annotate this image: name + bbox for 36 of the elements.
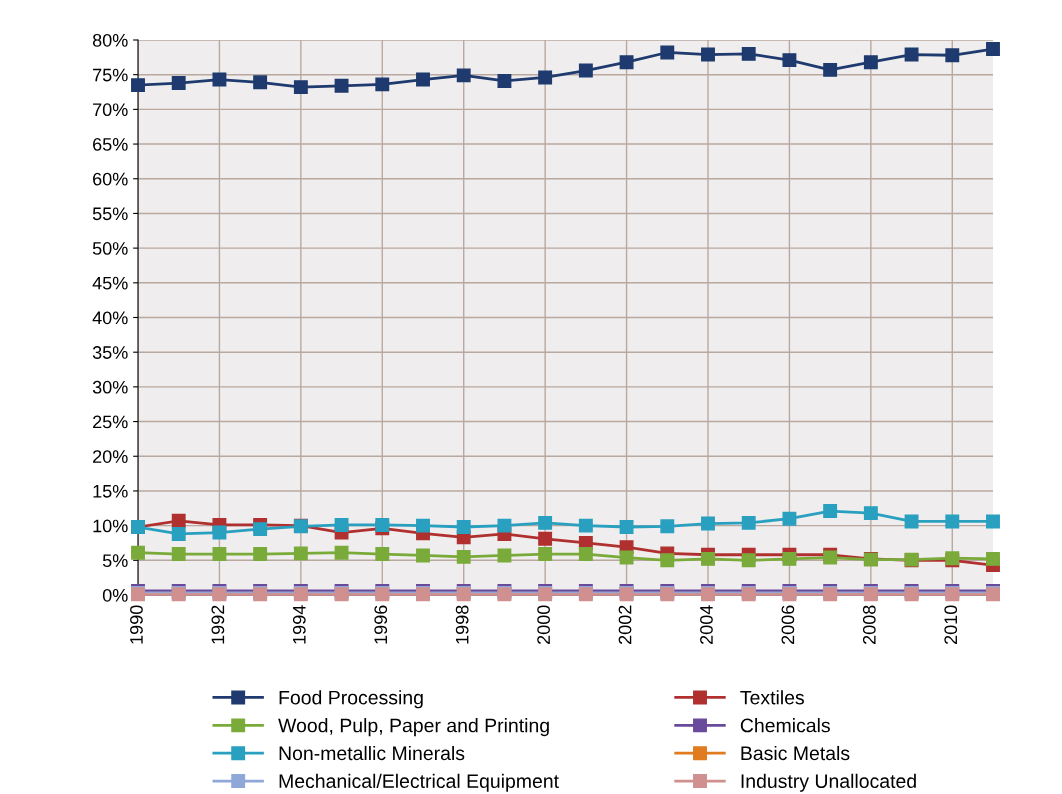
y-tick-label: 70%	[93, 103, 128, 117]
x-tick-label: 2010	[944, 605, 958, 644]
y-tick-label: 25%	[93, 415, 128, 429]
x-tick-label: 2000	[537, 605, 550, 644]
y-tick-label: 65%	[93, 138, 128, 151]
x-tick-label: 1990	[130, 605, 143, 644]
legend-label: Textiles	[740, 690, 804, 705]
y-tick-label: 10%	[93, 519, 128, 533]
y-tick-label: 40%	[92, 311, 128, 325]
y-tick-label: 55%	[92, 207, 128, 221]
y-tick-label: 80%	[92, 33, 128, 47]
y-tick-label: 5%	[102, 554, 128, 568]
x-tick-label: 1992	[211, 605, 225, 644]
legend-label: Basic Metals	[741, 745, 850, 761]
y-tick-label: 60%	[93, 172, 128, 186]
y-tick-label: 50%	[92, 242, 128, 255]
legend-label: Food Processing	[279, 690, 423, 709]
x-tick-label: 2008	[862, 605, 876, 644]
y-tick-label: 20%	[93, 450, 128, 463]
y-tick-label: 15%	[93, 484, 128, 498]
legend-label: Chemicals	[740, 718, 830, 733]
x-tick-label: 2006	[781, 605, 795, 644]
y-tick-label: 75%	[93, 68, 128, 82]
x-tick-label: 1996	[374, 605, 388, 644]
y-tick-label: 30%	[92, 380, 128, 394]
x-tick-label: 1994	[292, 605, 306, 644]
legend-label: Industry Unallocated	[741, 773, 916, 792]
y-tick-label: 45%	[92, 276, 128, 290]
legend-label: Mechanical/Electrical Equipment	[279, 773, 559, 792]
legend-label: Wood, Pulp, Paper and Printing	[278, 718, 549, 737]
x-tick-label: 1998	[455, 605, 469, 644]
y-tick-label: 0%	[102, 588, 128, 602]
x-tick-label: 2004	[700, 605, 713, 644]
x-tick-label: 2002	[618, 605, 632, 644]
y-tick-label: 35%	[92, 346, 128, 359]
legend-label: Non-metallic Minerals	[279, 745, 465, 761]
